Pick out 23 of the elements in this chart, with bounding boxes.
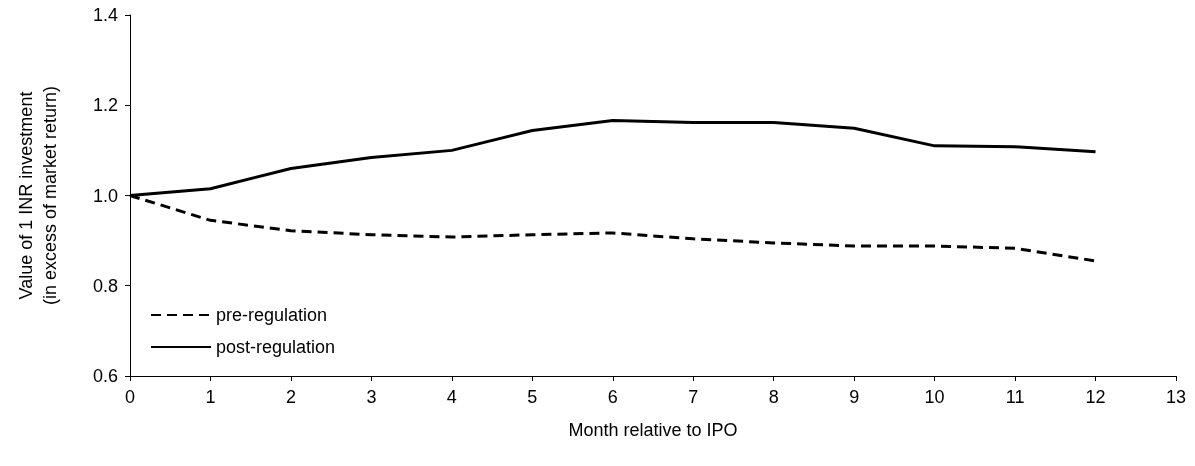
legend-label: post-regulation	[216, 337, 336, 357]
x-tick-label: 9	[849, 387, 860, 407]
legend-label: pre-regulation	[216, 305, 328, 325]
x-tick-label: 0	[124, 387, 136, 407]
x-tick-label: 1	[205, 387, 216, 407]
x-tick-label: 6	[607, 387, 618, 407]
y-tick-label: 1.0	[92, 185, 118, 206]
x-tick-label: 13	[1165, 387, 1187, 407]
y-axis-title: Value of 1 INR investment (in excess of market return)	[16, 85, 60, 306]
x-tick-label: 8	[768, 387, 779, 407]
x-tick-label: 12	[1085, 387, 1106, 407]
y-tick-label: 0.6	[92, 366, 118, 386]
x-tick-label: 3	[366, 387, 377, 407]
x-tick-label: 5	[527, 387, 538, 407]
x-axis-title: Month relative to IPO	[568, 420, 738, 440]
x-tick-label: 2	[285, 387, 296, 407]
x-tick-label: 11	[1005, 387, 1025, 407]
y-tick-label: 0.8	[92, 275, 118, 296]
x-tick-label: 10	[924, 387, 945, 407]
y-tick-label: 1.4	[92, 5, 118, 25]
x-tick-label: 7	[688, 387, 699, 407]
x-tick-label: 4	[446, 387, 457, 407]
y-tick-label: 1.2	[92, 95, 118, 116]
